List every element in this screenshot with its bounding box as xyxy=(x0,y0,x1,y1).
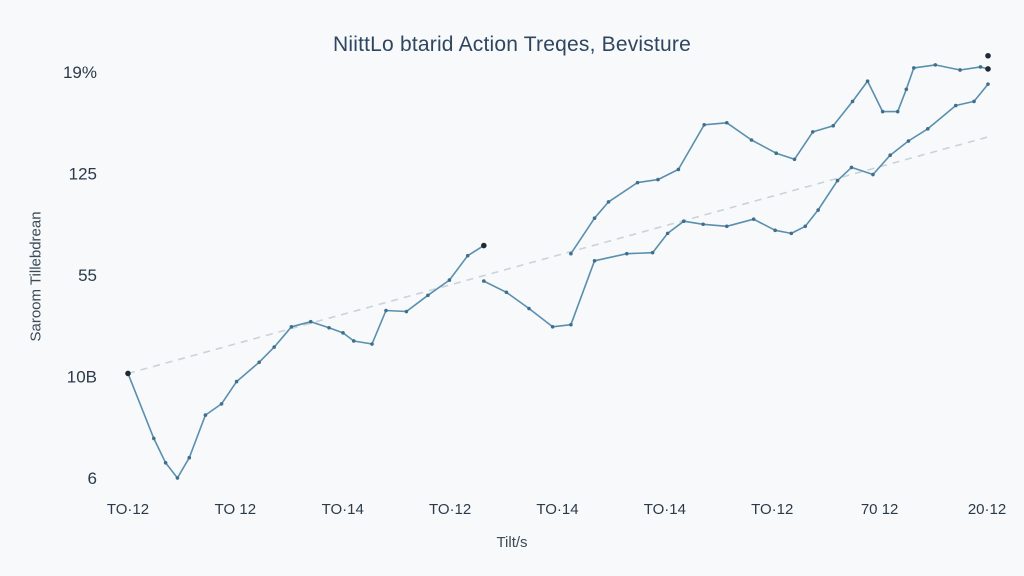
data-point xyxy=(341,331,345,335)
data-point xyxy=(865,79,870,83)
data-point xyxy=(849,165,854,170)
endpoint-marker xyxy=(985,52,991,59)
data-point xyxy=(447,278,452,282)
data-point xyxy=(384,308,388,313)
data-point xyxy=(871,172,875,177)
data-point xyxy=(953,103,958,108)
data-point xyxy=(327,325,331,330)
x-tick-label: TO·14 xyxy=(644,501,686,518)
data-point xyxy=(774,151,779,155)
data-point xyxy=(527,306,531,311)
data-point xyxy=(219,402,224,406)
data-point xyxy=(152,436,156,441)
y-tick-label: 55 xyxy=(78,266,97,285)
data-point xyxy=(650,250,655,255)
data-point xyxy=(724,224,729,229)
data-point xyxy=(370,342,374,346)
endpoint-marker xyxy=(985,66,991,72)
data-point xyxy=(351,339,356,343)
data-point xyxy=(426,293,430,298)
data-point xyxy=(257,360,261,365)
data-point xyxy=(904,87,909,92)
y-tick-label: 6 xyxy=(88,469,97,488)
data-point xyxy=(569,322,573,327)
data-point xyxy=(592,258,597,263)
data-point xyxy=(773,228,777,233)
data-point xyxy=(404,309,409,314)
data-point xyxy=(681,219,686,224)
data-point xyxy=(272,345,277,349)
x-tick-label: TO·12 xyxy=(751,501,793,518)
y-tick-label: 10B xyxy=(67,368,97,387)
data-point xyxy=(665,231,670,236)
series-line-3 xyxy=(570,64,989,255)
data-point xyxy=(701,222,705,227)
data-point xyxy=(986,82,990,86)
data-point xyxy=(888,153,892,158)
data-point xyxy=(592,216,597,220)
data-point xyxy=(550,324,555,329)
data-point xyxy=(880,109,885,114)
data-point xyxy=(958,68,962,72)
data-point xyxy=(912,66,916,70)
data-point xyxy=(933,63,938,67)
data-point xyxy=(803,224,808,229)
chart-title: NiittLo btarid Action Treqes, Bevisture xyxy=(333,33,691,56)
data-point xyxy=(850,99,855,104)
data-point xyxy=(702,122,706,127)
data-point xyxy=(656,177,660,182)
data-point xyxy=(175,476,180,480)
data-point xyxy=(289,324,294,329)
data-point xyxy=(203,413,208,417)
x-tick-label: TO·12 xyxy=(429,501,471,518)
data-point xyxy=(835,178,840,183)
data-point xyxy=(831,123,835,128)
data-point xyxy=(978,65,983,69)
data-point xyxy=(792,157,797,162)
series-line-1 xyxy=(127,244,485,479)
x-axis-label: Tilt/s xyxy=(496,534,528,551)
data-point xyxy=(810,130,815,134)
data-point xyxy=(749,138,754,142)
data-point xyxy=(625,251,629,256)
endpoint-marker xyxy=(481,242,487,249)
series-line-2 xyxy=(483,83,989,328)
data-point xyxy=(751,217,756,221)
data-point xyxy=(816,208,820,212)
y-tick-label: 19% xyxy=(63,63,97,82)
trend-line xyxy=(127,136,989,375)
data-point xyxy=(906,139,911,143)
data-point xyxy=(606,200,611,204)
data-point xyxy=(187,455,192,460)
x-tick-label: TO·14 xyxy=(322,501,364,518)
endpoint-marker xyxy=(125,370,131,377)
data-point xyxy=(789,231,794,236)
x-tick-label: TO·14 xyxy=(536,501,578,518)
x-tick-label: 70 12 xyxy=(861,501,899,518)
data-point xyxy=(482,279,486,283)
data-point xyxy=(234,379,239,384)
data-point xyxy=(163,460,168,465)
data-point xyxy=(895,109,900,114)
data-point xyxy=(465,253,470,258)
data-point xyxy=(926,127,930,131)
data-point xyxy=(676,167,681,172)
x-tick-label: TO·12 xyxy=(107,501,149,518)
data-point xyxy=(724,120,729,125)
data-point xyxy=(635,180,640,185)
x-tick-label: 20·12 xyxy=(968,501,1006,518)
data-point xyxy=(972,99,976,104)
x-tick-label: TO 12 xyxy=(215,501,256,518)
data-point xyxy=(504,290,509,295)
data-point xyxy=(569,251,573,256)
data-point xyxy=(308,319,313,324)
y-tick-label: 125 xyxy=(69,165,97,184)
